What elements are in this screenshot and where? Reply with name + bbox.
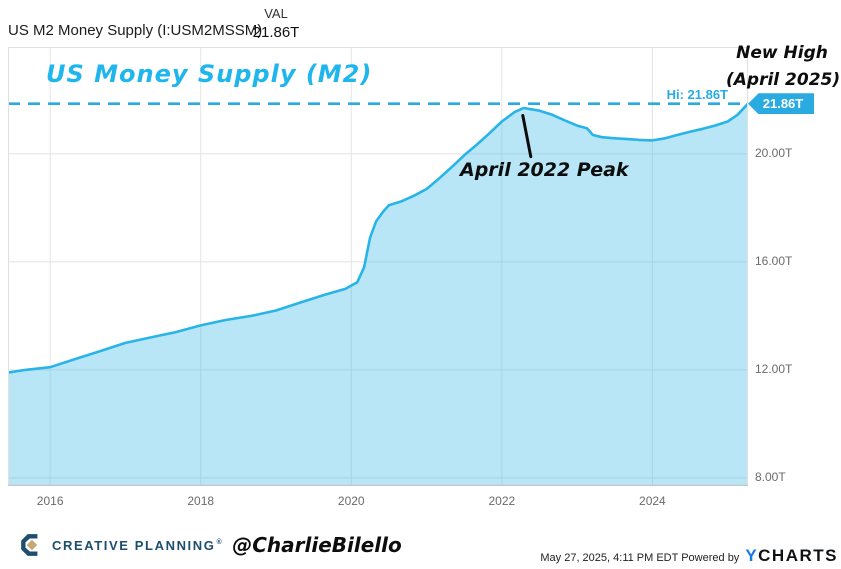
hi-value-label: Hi: 21.86T: [666, 86, 728, 102]
powered-by-label: Powered by: [681, 552, 740, 564]
brand-wordmark: CREATIVE PLANNING®: [52, 537, 224, 553]
y-tick-label: 20.00T: [755, 145, 793, 160]
twitter-handle: @CharlieBilello: [232, 533, 402, 557]
m2-area-chart: [8, 47, 748, 486]
y-tick-label: 8.00T: [755, 469, 786, 484]
creative-planning-logo-icon: [21, 534, 38, 556]
val-current-value: 21.86T: [252, 24, 300, 41]
peak-annotation: April 2022 Peak: [460, 159, 629, 181]
x-tick-label: 2016: [36, 494, 64, 508]
new-high-annotation: New High (April 2025): [726, 40, 841, 94]
val-column-header: VAL: [264, 6, 288, 21]
x-tick-label: 2018: [187, 494, 215, 508]
footer-attribution: May 27, 2025, 4:11 PM EDT Powered by YCH…: [540, 546, 838, 566]
x-tick-label: 2020: [337, 494, 365, 508]
new-high-line1: New High: [736, 43, 828, 63]
x-tick-label: 2024: [639, 494, 666, 508]
ycharts-logo: YCHARTS: [745, 546, 838, 565]
chart-title-annotation: US Money Supply (M2): [46, 60, 373, 88]
y-tick-label: 12.00T: [755, 361, 793, 376]
new-high-line2: (April 2025): [726, 70, 841, 90]
timestamp: May 27, 2025, 4:11 PM EDT Powered by: [540, 552, 740, 564]
footer-branding: CREATIVE PLANNING® @CharlieBilello: [19, 532, 402, 558]
series-name: US M2 Money Supply (I:USM2MSSM): [8, 22, 263, 39]
latest-value-badge: 21.86T: [748, 93, 814, 115]
y-tick-label: 16.00T: [755, 253, 793, 268]
value-readout: VAL 21.86T: [230, 6, 322, 41]
plot-area[interactable]: [8, 47, 748, 486]
x-tick-label: 2022: [488, 494, 516, 508]
trademark-symbol: ®: [216, 539, 224, 547]
ycharts-y-glyph: Y: [745, 546, 759, 565]
